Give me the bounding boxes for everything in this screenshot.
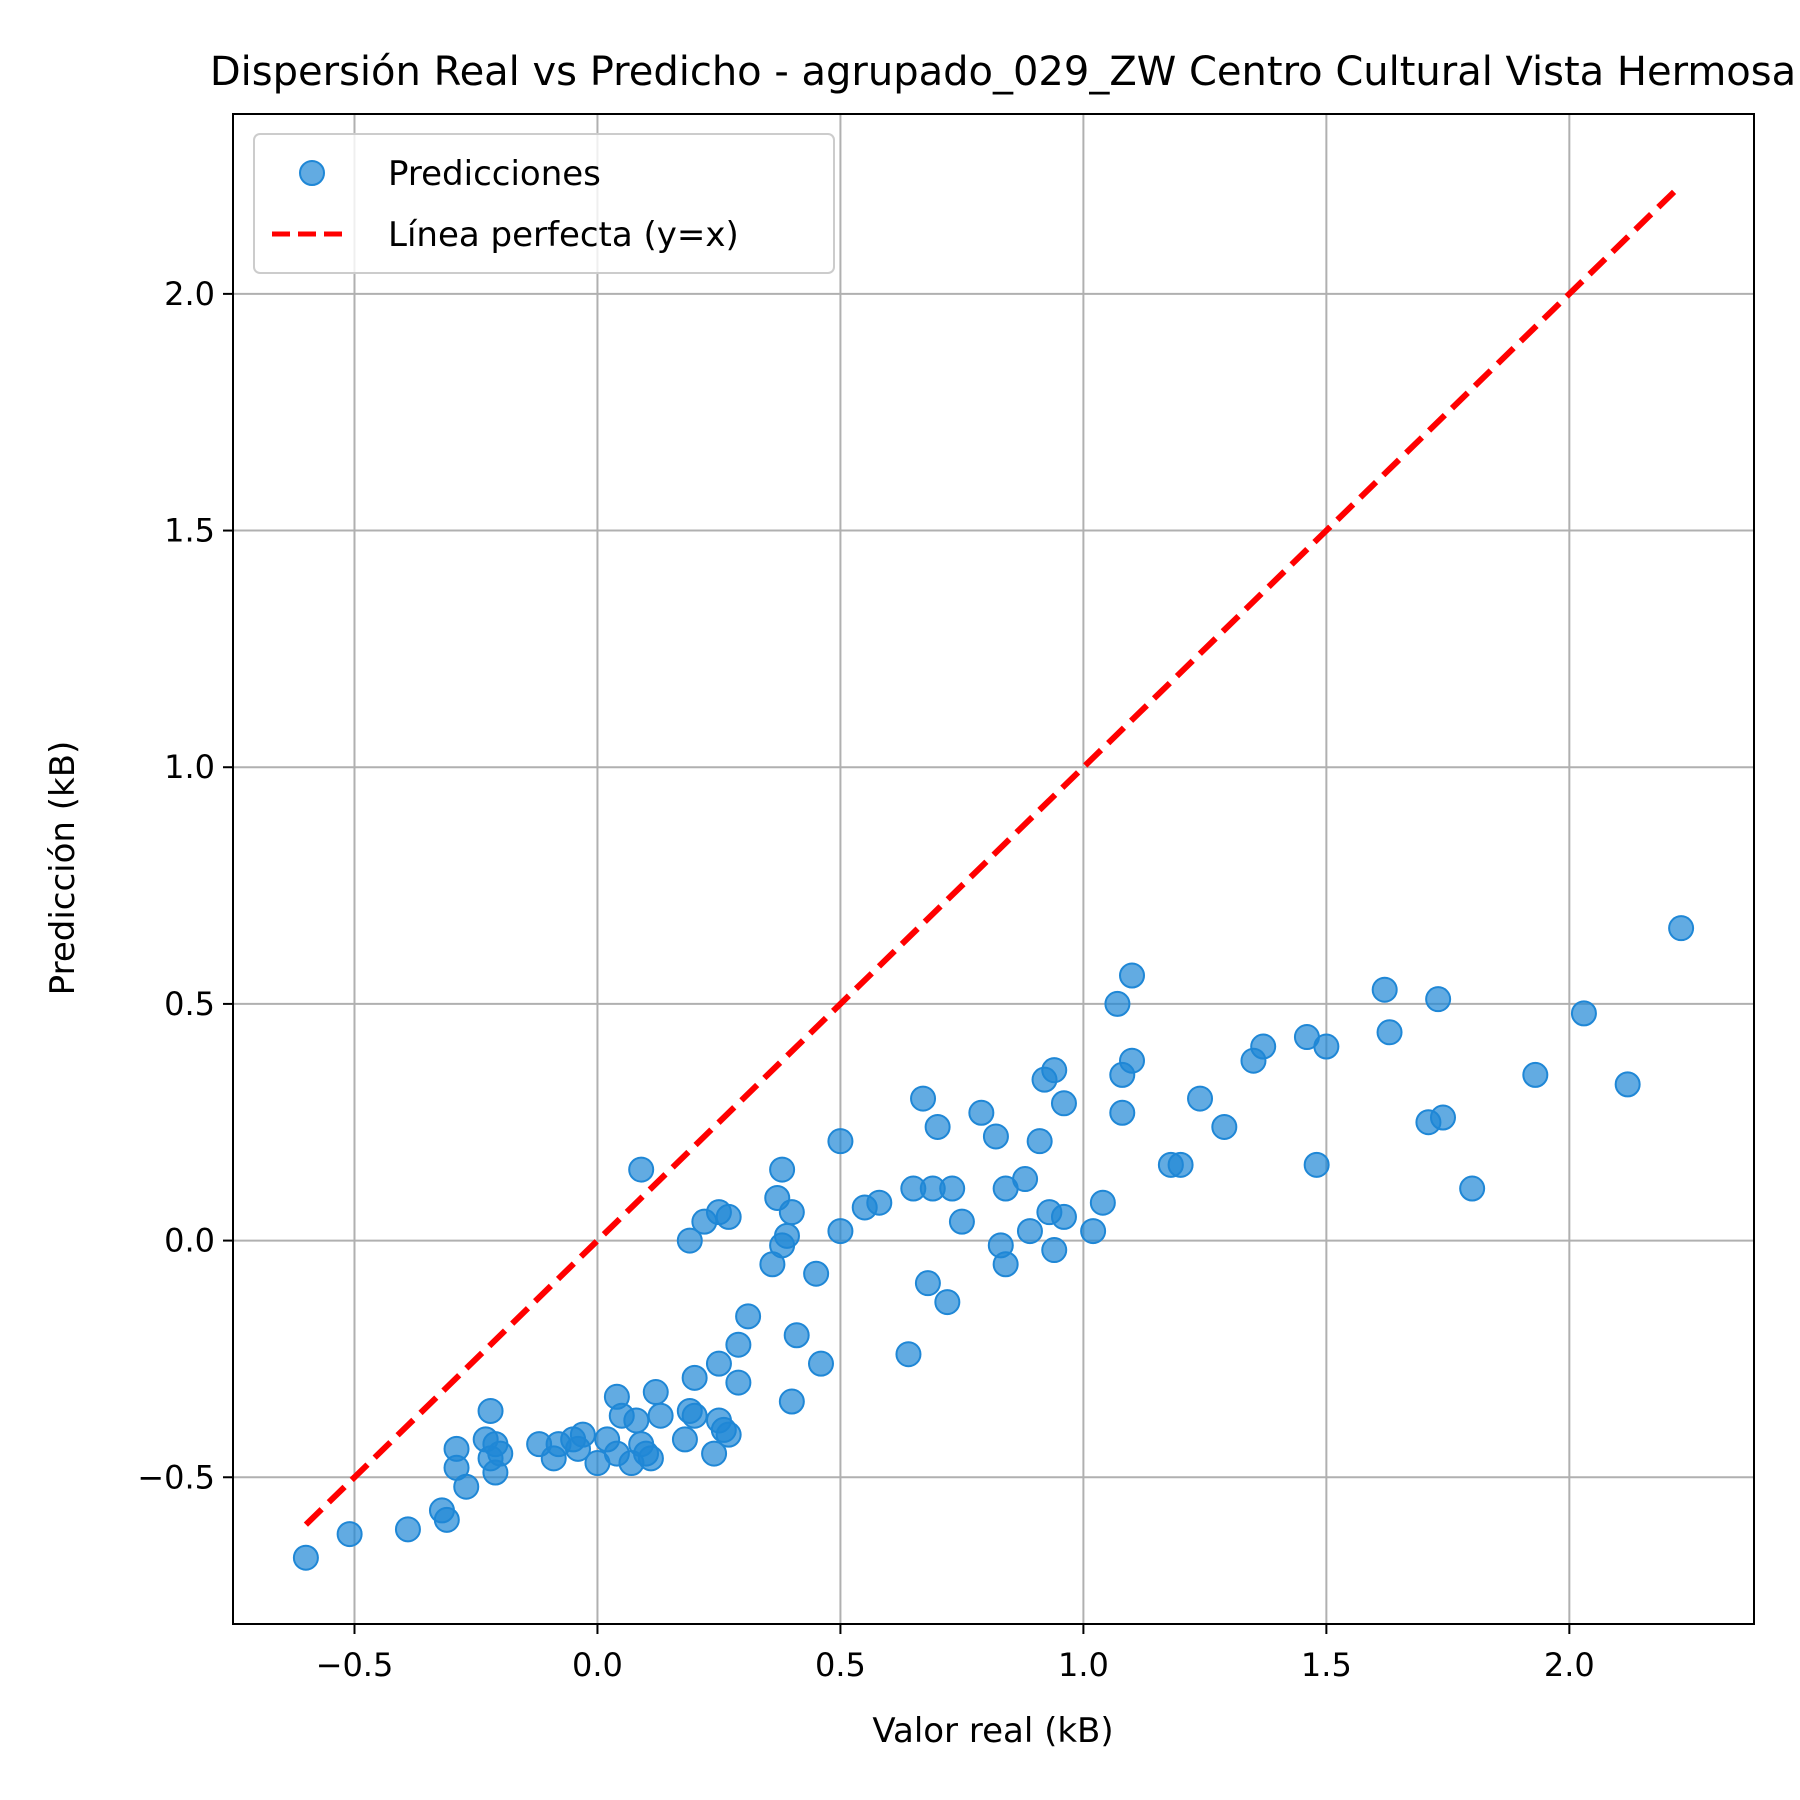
x-tick-label: 1.0 xyxy=(1058,1646,1109,1684)
x-tick-label: 1.5 xyxy=(1301,1646,1352,1684)
y-tick-label: 1.5 xyxy=(164,512,215,550)
scatter-point xyxy=(487,1440,514,1467)
scatter-point xyxy=(1250,1033,1277,1060)
scatter-point xyxy=(715,1203,742,1230)
scatter-point xyxy=(1118,962,1145,989)
scatter-point xyxy=(681,1364,708,1391)
x-tick-label: 0.5 xyxy=(815,1646,866,1684)
scatter-point xyxy=(628,1156,655,1183)
scatter-point xyxy=(773,1222,800,1249)
scatter-point xyxy=(394,1516,421,1543)
scatter-point xyxy=(827,1128,854,1155)
scatter-point xyxy=(866,1189,893,1216)
scatter-point xyxy=(637,1445,664,1472)
scatter-point xyxy=(1104,990,1131,1017)
scatter-point xyxy=(725,1331,752,1358)
scatter-point xyxy=(681,1402,708,1429)
scatter-point xyxy=(939,1175,966,1202)
scatter-point xyxy=(1089,1189,1116,1216)
legend-marker-predicciones xyxy=(299,160,325,186)
scatter-point xyxy=(623,1407,650,1434)
scatter-point xyxy=(992,1251,1019,1278)
x-axis-label: Valor real (kB) xyxy=(872,1711,1113,1751)
scatter-point xyxy=(934,1289,961,1316)
scatter-point xyxy=(1187,1085,1214,1112)
scatter-point xyxy=(1376,1019,1403,1046)
scatter-point xyxy=(803,1260,830,1287)
scatter-point xyxy=(948,1208,975,1235)
scatter-point xyxy=(735,1303,762,1330)
scatter-point xyxy=(433,1506,460,1533)
scatter-point xyxy=(910,1085,937,1112)
perfect-fit-line xyxy=(303,182,1684,1527)
y-tick-label: 0.5 xyxy=(164,985,215,1023)
scatter-point xyxy=(924,1113,951,1140)
scatter-point xyxy=(778,1388,805,1415)
scatter-point xyxy=(701,1440,728,1467)
scatter-point xyxy=(1303,1151,1330,1178)
scatter-point xyxy=(1614,1071,1641,1098)
scatter-point xyxy=(1016,1218,1043,1245)
scatter-point xyxy=(725,1369,752,1396)
y-tick-label: −0.5 xyxy=(137,1458,215,1496)
scatter-point xyxy=(1211,1113,1238,1140)
scatter-point xyxy=(807,1350,834,1377)
scatter-point xyxy=(895,1341,922,1368)
plot-area xyxy=(292,182,1695,1571)
scatter-point xyxy=(778,1199,805,1226)
scatter-point xyxy=(705,1350,732,1377)
x-tick-label: 2.0 xyxy=(1544,1646,1595,1684)
scatter-point xyxy=(336,1521,363,1548)
scatter-point xyxy=(982,1123,1009,1150)
scatter-point xyxy=(647,1402,674,1429)
scatter-point xyxy=(968,1099,995,1126)
scatter-point xyxy=(783,1322,810,1349)
y-tick-label: 1.0 xyxy=(164,748,215,786)
scatter-point xyxy=(1668,915,1695,942)
scatter-point xyxy=(671,1426,698,1453)
scatter-point xyxy=(1012,1166,1039,1193)
legend-label-predicciones: Predicciones xyxy=(388,154,601,194)
legend-label-linea-perfecta: Línea perfecta (y=x) xyxy=(388,215,739,255)
scatter-point xyxy=(715,1421,742,1448)
x-tick-label: −0.5 xyxy=(316,1646,394,1684)
scatter-point xyxy=(1371,976,1398,1003)
scatter-point xyxy=(292,1544,319,1571)
y-tick-label: 0.0 xyxy=(164,1222,215,1260)
y-axis: −0.5 0.0 0.5 1.0 1.5 2.0 xyxy=(137,275,233,1496)
scatter-point xyxy=(1118,1047,1145,1074)
plot-frame xyxy=(232,113,1755,1625)
scatter-point xyxy=(1459,1175,1486,1202)
scatter-point xyxy=(1080,1218,1107,1245)
scatter-point xyxy=(1050,1090,1077,1117)
scatter-point xyxy=(914,1270,941,1297)
y-tick-label: 2.0 xyxy=(164,275,215,313)
scatter-point xyxy=(1570,1000,1597,1027)
chart-title: Dispersión Real vs Predicho - agrupado_0… xyxy=(210,49,1796,95)
scatter-point xyxy=(1041,1237,1068,1264)
scatter-point xyxy=(1522,1061,1549,1088)
y-axis-label: Predicción (kB) xyxy=(43,741,83,996)
scatter-point xyxy=(569,1421,596,1448)
grid xyxy=(233,114,1754,1624)
scatter-point xyxy=(1026,1128,1053,1155)
scatter-point xyxy=(1429,1104,1456,1131)
scatter-point xyxy=(453,1473,480,1500)
legend: Predicciones Línea perfecta (y=x) xyxy=(253,133,835,274)
scatter-point xyxy=(1041,1057,1068,1084)
x-tick-label: 0.0 xyxy=(572,1646,623,1684)
scatter-point xyxy=(477,1397,504,1424)
scatter-point xyxy=(1313,1033,1340,1060)
scatter-point xyxy=(1167,1151,1194,1178)
scatter-point xyxy=(1425,986,1452,1013)
scatter-point xyxy=(642,1379,669,1406)
scatter-point xyxy=(1109,1099,1136,1126)
x-axis: −0.5 0.0 0.5 1.0 1.5 2.0 xyxy=(316,1624,1595,1684)
scatter-point xyxy=(676,1227,703,1254)
legend-box xyxy=(253,133,835,274)
scatter-point xyxy=(769,1156,796,1183)
scatter-point xyxy=(827,1218,854,1245)
scatter-point xyxy=(1050,1203,1077,1230)
